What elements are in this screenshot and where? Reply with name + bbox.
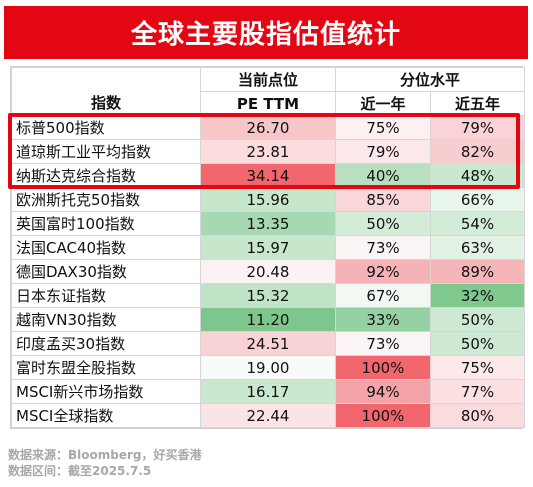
table-row: 英国富时100指数 13.35 50% 54% [11,211,526,236]
percentile-1y-cell: 79% [335,139,431,164]
source-line: 数据来源：Bloomberg，好买香港 [8,448,202,462]
page-title: 全球主要股指估值统计 [4,6,528,59]
percentile-5y-cell: 66% [429,187,526,212]
table-row: 法国CAC40指数 15.97 73% 63% [11,235,526,260]
table-row: 富时东盟全股指数 19.00 100% 75% [11,355,526,380]
header-percentile-group: 分位水平 [334,67,526,92]
table-row: 越南VN30指数 11.20 33% 50% [11,307,526,332]
index-name-cell: 标普500指数 [11,115,201,140]
valuation-table: 指数 当前点位 分位水平 PE TTM 近一年 近五年 标普500指数 26.70… [10,66,526,429]
percentile-1y-cell: 73% [335,235,431,260]
percentile-1y-cell: 100% [335,403,431,428]
pe-ttm-cell: 23.81 [200,139,336,164]
percentile-5y-cell: 63% [429,235,526,260]
percentile-5y-cell: 82% [429,139,526,164]
percentile-5y-cell: 75% [429,355,526,380]
percentile-1y-cell: 85% [335,187,431,212]
pe-ttm-cell: 13.35 [200,211,336,236]
percentile-1y-cell: 75% [335,115,431,140]
header-index: 指数 [11,67,201,116]
percentile-5y-cell: 48% [429,163,526,188]
percentile-1y-cell: 94% [335,379,431,404]
table-row: MSCI全球指数 22.44 100% 80% [11,403,526,428]
header-index-label: 指数 [90,94,121,112]
percentile-5y-cell: 50% [429,331,526,356]
pe-ttm-cell: 16.17 [200,379,336,404]
index-name-cell: 道琼斯工业平均指数 [11,139,201,164]
pe-ttm-cell: 15.97 [200,235,336,260]
index-name-cell: 纳斯达克综合指数 [11,163,201,188]
percentile-1y-cell: 33% [335,307,431,332]
percentile-5y-cell: 54% [429,211,526,236]
pe-ttm-cell: 11.20 [200,307,336,332]
index-name-cell: 英国富时100指数 [11,211,201,236]
index-name-cell: 越南VN30指数 [11,307,201,332]
header-pct-5y: 近五年 [429,91,526,116]
percentile-5y-cell: 77% [429,379,526,404]
pe-ttm-cell: 22.44 [200,403,336,428]
index-name-cell: 欧洲斯托克50指数 [11,187,201,212]
pe-ttm-cell: 15.96 [200,187,336,212]
percentile-1y-cell: 92% [335,259,431,284]
percentile-5y-cell: 89% [429,259,526,284]
percentile-1y-cell: 67% [335,283,431,308]
percentile-5y-cell: 80% [429,403,526,428]
percentile-5y-cell: 50% [429,307,526,332]
percentile-5y-cell: 32% [429,283,526,308]
period-line: 数据区间：截至2025.7.5 [8,464,152,478]
index-name-cell: MSCI新兴市场指数 [11,379,201,404]
percentile-1y-cell: 40% [335,163,431,188]
percentile-1y-cell: 50% [335,211,431,236]
header-pct-1y: 近一年 [335,91,431,116]
table-row: 纳斯达克综合指数 34.14 40% 48% [11,163,526,188]
percentile-5y-cell: 79% [429,115,526,140]
percentile-1y-cell: 73% [335,331,431,356]
table-row: MSCI新兴市场指数 16.17 94% 77% [11,379,526,404]
pe-ttm-cell: 24.51 [200,331,336,356]
pe-ttm-cell: 34.14 [200,163,336,188]
header-pe-ttm: PE TTM [200,91,336,116]
table-row: 印度孟买30指数 24.51 73% 50% [11,331,526,356]
index-name-cell: 印度孟买30指数 [11,331,201,356]
pe-ttm-cell: 15.32 [200,283,336,308]
pe-ttm-cell: 20.48 [200,259,336,284]
table-row: 标普500指数 26.70 75% 79% [11,115,526,140]
percentile-1y-cell: 100% [335,355,431,380]
index-name-cell: 德国DAX30指数 [11,259,201,284]
index-name-cell: MSCI全球指数 [11,403,201,428]
pe-ttm-cell: 19.00 [200,355,336,380]
index-name-cell: 富时东盟全股指数 [11,355,201,380]
table-row: 德国DAX30指数 20.48 92% 89% [11,259,526,284]
table-body: 标普500指数 26.70 75% 79% 道琼斯工业平均指数 23.81 79% 82% 纳斯… [11,115,526,428]
header-pe-group: 当前点位 [200,67,336,92]
pe-ttm-cell: 26.70 [200,115,336,140]
table-row: 欧洲斯托克50指数 15.96 85% 66% [11,187,526,212]
index-name-cell: 日本东证指数 [11,283,201,308]
index-name-cell: 法国CAC40指数 [11,235,201,260]
source-notes: 数据来源：Bloomberg，好买香港 数据区间：截至2025.7.5 [8,447,202,479]
table-row: 道琼斯工业平均指数 23.81 79% 82% [11,139,526,164]
table-row: 日本东证指数 15.32 67% 32% [11,283,526,308]
